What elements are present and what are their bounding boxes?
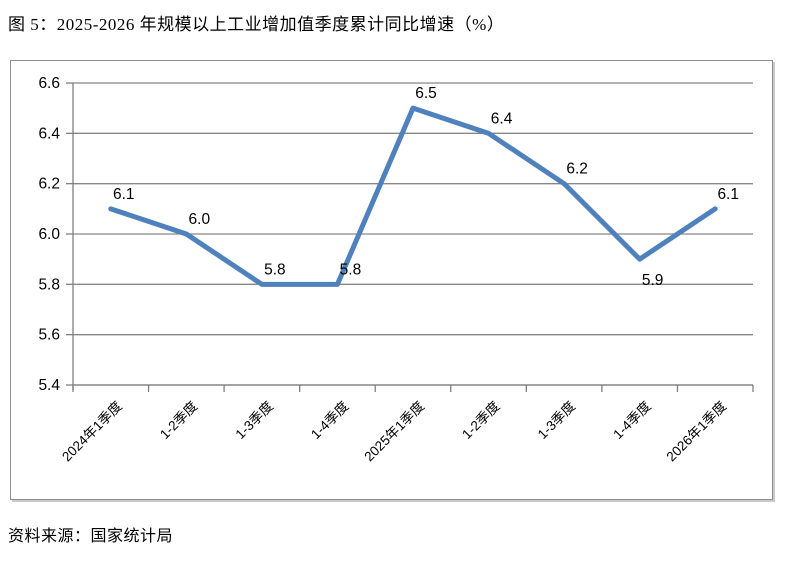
x-category-label: 1-4季度 [610, 399, 653, 442]
x-category-label: 1-3季度 [233, 399, 276, 442]
y-tick-label: 6.0 [38, 226, 60, 243]
data-label: 5.8 [264, 261, 286, 278]
x-category-label: 1-4季度 [308, 399, 351, 442]
y-tick-label: 5.8 [38, 276, 60, 293]
data-label: 6.5 [415, 85, 437, 102]
data-label: 6.1 [113, 186, 135, 203]
chart-area: 5.4 5.6 5.8 6.0 6.2 6.4 6.6 2024年1季度 1-2季度 1-3季度 1… [10, 60, 773, 500]
x-category-label: 2024年1季度 [59, 399, 125, 465]
y-tick-label: 6.6 [38, 75, 60, 92]
source-note: 资料来源：国家统计局 [8, 528, 174, 545]
data-label: 6.0 [189, 211, 211, 228]
x-category-label: 1-2季度 [157, 399, 200, 442]
x-category-label: 1-2季度 [459, 399, 502, 442]
data-label: 6.2 [566, 161, 588, 178]
x-category-label: 2026年1季度 [664, 399, 730, 465]
y-tick-label: 6.2 [38, 176, 60, 193]
data-label: 6.4 [491, 110, 513, 127]
line-chart: 5.4 5.6 5.8 6.0 6.2 6.4 6.6 2024年1季度 1-2季度 1-3季度 1… [38, 75, 754, 465]
data-label: 5.8 [340, 261, 362, 278]
x-category-label: 2025年1季度 [361, 399, 427, 465]
y-tick-label: 5.4 [38, 377, 60, 394]
figure-caption: 图 5：2025-2026 年规模以上工业增加值季度累计同比增速（%） [8, 15, 505, 34]
y-tick-label: 6.4 [38, 125, 60, 142]
y-tick-label: 5.6 [38, 327, 60, 344]
data-label: 6.1 [717, 186, 739, 203]
series-line [108, 105, 718, 287]
data-label: 5.9 [642, 272, 664, 289]
x-category-label: 1-3季度 [535, 399, 578, 442]
